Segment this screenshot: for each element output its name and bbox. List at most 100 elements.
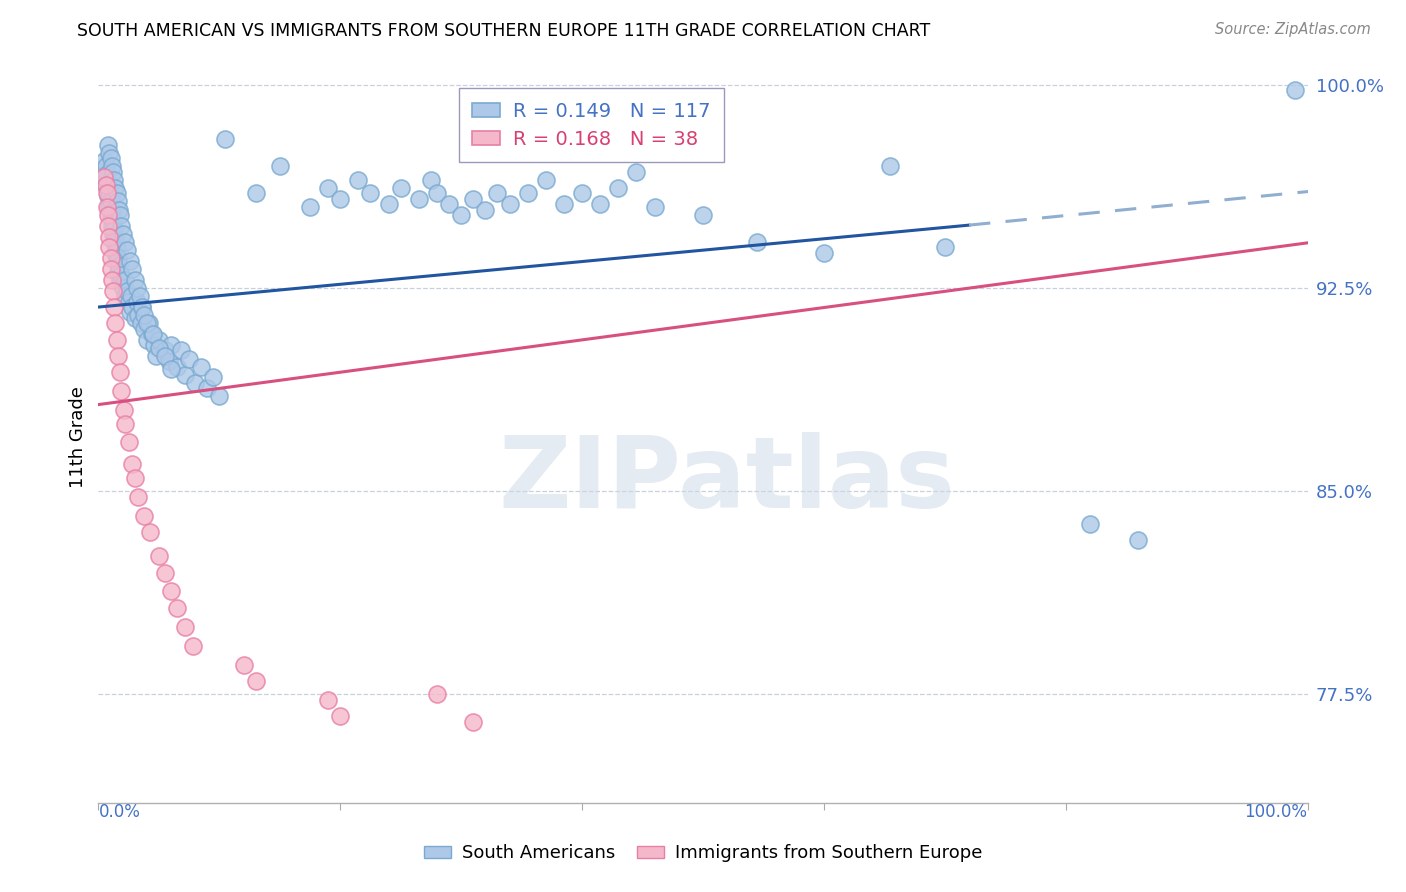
Point xyxy=(100,273,122,287)
Point xyxy=(347,172,370,186)
Point xyxy=(134,508,156,523)
Point xyxy=(114,273,136,287)
Point xyxy=(124,471,146,485)
Point xyxy=(143,338,166,352)
Point xyxy=(100,194,122,209)
Point xyxy=(96,186,118,201)
Point xyxy=(114,417,136,431)
Point xyxy=(160,362,183,376)
Point xyxy=(316,693,339,707)
Point xyxy=(245,673,267,688)
Point xyxy=(94,159,117,173)
Point xyxy=(463,192,485,206)
Point xyxy=(134,322,156,336)
Point xyxy=(117,284,139,298)
Point xyxy=(692,208,714,222)
Point xyxy=(107,349,129,363)
Point xyxy=(131,300,153,314)
Point xyxy=(103,221,125,235)
Point xyxy=(110,219,132,233)
Point xyxy=(377,197,399,211)
Point xyxy=(169,343,191,358)
Point xyxy=(626,164,648,178)
Point xyxy=(104,245,127,260)
Point xyxy=(190,359,212,374)
Point xyxy=(118,435,141,450)
Point xyxy=(269,159,291,173)
Point xyxy=(94,178,117,193)
Point xyxy=(121,300,143,314)
Point xyxy=(100,252,122,266)
Point xyxy=(101,164,124,178)
Point xyxy=(813,245,835,260)
Point xyxy=(316,181,339,195)
Point xyxy=(299,200,322,214)
Point xyxy=(124,273,146,287)
Point xyxy=(108,208,131,222)
Point xyxy=(100,208,122,222)
Point xyxy=(98,145,121,160)
Text: ZIPatlas: ZIPatlas xyxy=(499,433,956,530)
Point xyxy=(426,186,449,201)
Point xyxy=(1078,516,1101,531)
Point xyxy=(97,178,120,193)
Point xyxy=(100,262,122,277)
Point xyxy=(104,316,127,330)
Point xyxy=(153,349,176,363)
Text: 0.0%: 0.0% xyxy=(98,803,141,821)
Point xyxy=(103,235,125,249)
Point xyxy=(245,186,267,201)
Point xyxy=(104,181,127,195)
Point xyxy=(127,308,149,322)
Point xyxy=(96,200,118,214)
Y-axis label: 11th Grade: 11th Grade xyxy=(69,386,87,488)
Point xyxy=(127,294,149,309)
Point xyxy=(129,316,152,330)
Point xyxy=(153,566,176,580)
Point xyxy=(139,524,162,539)
Text: SOUTH AMERICAN VS IMMIGRANTS FROM SOUTHERN EUROPE 11TH GRADE CORRELATION CHART: SOUTH AMERICAN VS IMMIGRANTS FROM SOUTHE… xyxy=(77,22,931,40)
Point xyxy=(111,227,134,241)
Text: 100.0%: 100.0% xyxy=(1244,803,1308,821)
Text: Source: ZipAtlas.com: Source: ZipAtlas.com xyxy=(1215,22,1371,37)
Point xyxy=(145,349,167,363)
Point xyxy=(107,265,129,279)
Point xyxy=(134,308,156,322)
Point xyxy=(97,219,120,233)
Point xyxy=(607,181,630,195)
Point xyxy=(127,281,149,295)
Point xyxy=(100,151,122,165)
Point xyxy=(184,376,207,390)
Point xyxy=(329,709,352,723)
Legend: South Americans, Immigrants from Southern Europe: South Americans, Immigrants from Souther… xyxy=(416,838,990,870)
Point xyxy=(110,268,132,282)
Point xyxy=(110,384,132,398)
Point xyxy=(174,620,197,634)
Point xyxy=(101,284,124,298)
Point xyxy=(135,316,157,330)
Point xyxy=(408,192,430,206)
Point xyxy=(128,289,150,303)
Point xyxy=(426,688,449,702)
Point xyxy=(105,186,128,201)
Point xyxy=(148,549,170,564)
Point xyxy=(934,240,956,254)
Point xyxy=(100,205,122,219)
Point xyxy=(108,260,131,274)
Point xyxy=(166,359,188,374)
Point xyxy=(118,294,141,309)
Point xyxy=(644,200,666,214)
Point xyxy=(486,186,509,201)
Point xyxy=(124,310,146,325)
Point xyxy=(553,197,575,211)
Point xyxy=(94,172,117,186)
Point xyxy=(98,200,121,214)
Point xyxy=(93,169,115,184)
Point xyxy=(329,192,352,206)
Point xyxy=(142,327,165,342)
Point xyxy=(516,186,538,201)
Point xyxy=(112,403,135,417)
Point xyxy=(121,457,143,471)
Point xyxy=(96,167,118,181)
Point xyxy=(208,389,231,403)
